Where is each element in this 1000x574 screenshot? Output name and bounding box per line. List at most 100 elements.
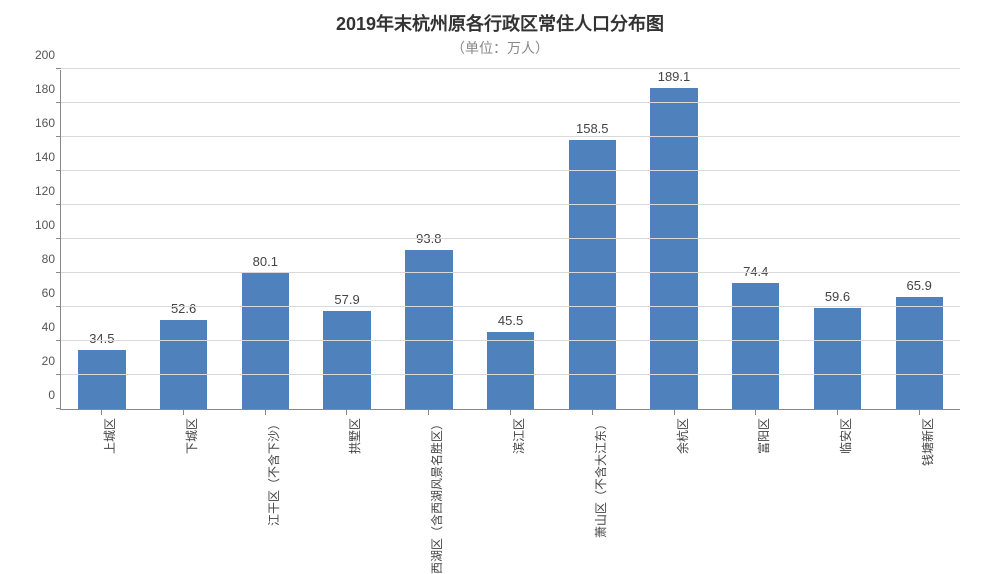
grid-line	[61, 340, 960, 341]
y-tick-label: 60	[21, 286, 61, 300]
bar-slot: 158.5	[551, 70, 633, 409]
x-label-slot: 临安区	[796, 410, 878, 520]
x-tick-mark	[592, 410, 593, 415]
bar: 65.9	[896, 297, 943, 409]
y-tick-mark	[56, 136, 61, 137]
y-tick-label: 80	[21, 252, 61, 266]
bar: 34.5	[78, 350, 125, 409]
bar-slot: 34.5	[61, 70, 143, 409]
x-axis-label: 拱墅区	[346, 418, 363, 454]
x-label-slot: 拱墅区	[305, 410, 387, 520]
bar-slot: 93.8	[388, 70, 470, 409]
chart-container: 2019年末杭州原各行政区常住人口分布图 （单位：万人） 34.5 52.6 80.…	[0, 0, 1000, 533]
bars-group: 34.5 52.6 80.1 57.9 93.8 45.5 158.5 189.1 74.4 59…	[61, 70, 960, 409]
y-tick-mark	[56, 340, 61, 341]
grid-line	[61, 170, 960, 171]
x-axis-labels: 上城区 下城区 江干区（不含下沙） 拱墅区 西湖区（含西湖风景名胜区） 滨江区 萧山区（不含…	[60, 410, 960, 520]
bar: 74.4	[732, 283, 779, 409]
x-axis-label: 余杭区	[674, 418, 691, 454]
x-tick-mark	[837, 410, 838, 415]
bar-slot: 59.6	[797, 70, 879, 409]
x-axis-label: 上城区	[101, 418, 118, 454]
bar: 45.5	[487, 332, 534, 409]
x-label-slot: 钱塘新区	[878, 410, 960, 520]
bar-slot: 52.6	[143, 70, 225, 409]
bar-value-label: 80.1	[253, 254, 278, 273]
x-tick-mark	[183, 410, 184, 415]
bar-value-label: 59.6	[825, 289, 850, 308]
x-axis-label: 西湖区（含西湖风景名胜区）	[428, 418, 445, 574]
x-label-slot: 余杭区	[633, 410, 715, 520]
grid-line	[61, 306, 960, 307]
y-tick-mark	[56, 306, 61, 307]
y-tick-label: 160	[21, 116, 61, 130]
bar-value-label: 74.4	[743, 264, 768, 283]
x-axis-label: 滨江区	[510, 418, 527, 454]
x-axis-label: 钱塘新区	[919, 418, 936, 466]
bar-slot: 80.1	[224, 70, 306, 409]
y-tick-label: 100	[21, 218, 61, 232]
x-tick-mark	[428, 410, 429, 415]
bar-value-label: 189.1	[658, 69, 691, 88]
grid-line	[61, 272, 960, 273]
bar-slot: 57.9	[306, 70, 388, 409]
grid-line	[61, 102, 960, 103]
x-label-slot: 萧山区（不含大江东）	[551, 410, 633, 520]
y-tick-mark	[56, 204, 61, 205]
bar-slot: 45.5	[470, 70, 552, 409]
y-tick-label: 140	[21, 150, 61, 164]
y-tick-mark	[56, 102, 61, 103]
bar: 59.6	[814, 308, 861, 409]
bar: 158.5	[569, 140, 616, 409]
x-tick-mark	[674, 410, 675, 415]
x-tick-mark	[919, 410, 920, 415]
x-tick-mark	[346, 410, 347, 415]
x-tick-mark	[755, 410, 756, 415]
x-axis-label: 临安区	[837, 418, 854, 454]
y-tick-mark	[56, 272, 61, 273]
y-tick-label: 200	[21, 48, 61, 62]
y-tick-label: 120	[21, 184, 61, 198]
x-tick-mark	[510, 410, 511, 415]
x-label-slot: 西湖区（含西湖风景名胜区）	[387, 410, 469, 520]
x-tick-mark	[101, 410, 102, 415]
bar: 52.6	[160, 320, 207, 409]
bar-value-label: 52.6	[171, 301, 196, 320]
x-label-slot: 富阳区	[715, 410, 797, 520]
grid-line	[61, 136, 960, 137]
x-label-slot: 下城区	[142, 410, 224, 520]
grid-line	[61, 68, 960, 69]
y-tick-label: 40	[21, 320, 61, 334]
y-tick-label: 0	[21, 388, 61, 402]
bar-slot: 74.4	[715, 70, 797, 409]
grid-line	[61, 374, 960, 375]
x-axis-label: 下城区	[183, 418, 200, 454]
x-label-slot: 滨江区	[469, 410, 551, 520]
y-tick-label: 180	[21, 82, 61, 96]
y-tick-mark	[56, 238, 61, 239]
bar: 93.8	[405, 250, 452, 409]
bar-value-label: 65.9	[907, 278, 932, 297]
grid-line	[61, 238, 960, 239]
x-label-slot: 江干区（不含下沙）	[224, 410, 306, 520]
x-label-slot: 上城区	[60, 410, 142, 520]
x-axis-label: 江干区（不含下沙）	[265, 418, 282, 526]
y-tick-mark	[56, 408, 61, 409]
bar-value-label: 93.8	[416, 231, 441, 250]
chart-title: 2019年末杭州原各行政区常住人口分布图	[0, 0, 1000, 36]
y-tick-label: 20	[21, 354, 61, 368]
bar-slot: 189.1	[633, 70, 715, 409]
bar-value-label: 57.9	[334, 292, 359, 311]
bar-slot: 65.9	[878, 70, 960, 409]
bar: 57.9	[323, 311, 370, 409]
x-axis-label: 富阳区	[755, 418, 772, 454]
y-tick-mark	[56, 68, 61, 69]
x-tick-mark	[265, 410, 266, 415]
x-axis-label: 萧山区（不含大江东）	[592, 418, 609, 538]
plot-area: 34.5 52.6 80.1 57.9 93.8 45.5 158.5 189.1 74.4 59…	[60, 70, 960, 410]
grid-line	[61, 204, 960, 205]
y-tick-mark	[56, 374, 61, 375]
bar-value-label: 45.5	[498, 313, 523, 332]
y-tick-mark	[56, 170, 61, 171]
chart-subtitle: （单位：万人）	[0, 36, 1000, 58]
